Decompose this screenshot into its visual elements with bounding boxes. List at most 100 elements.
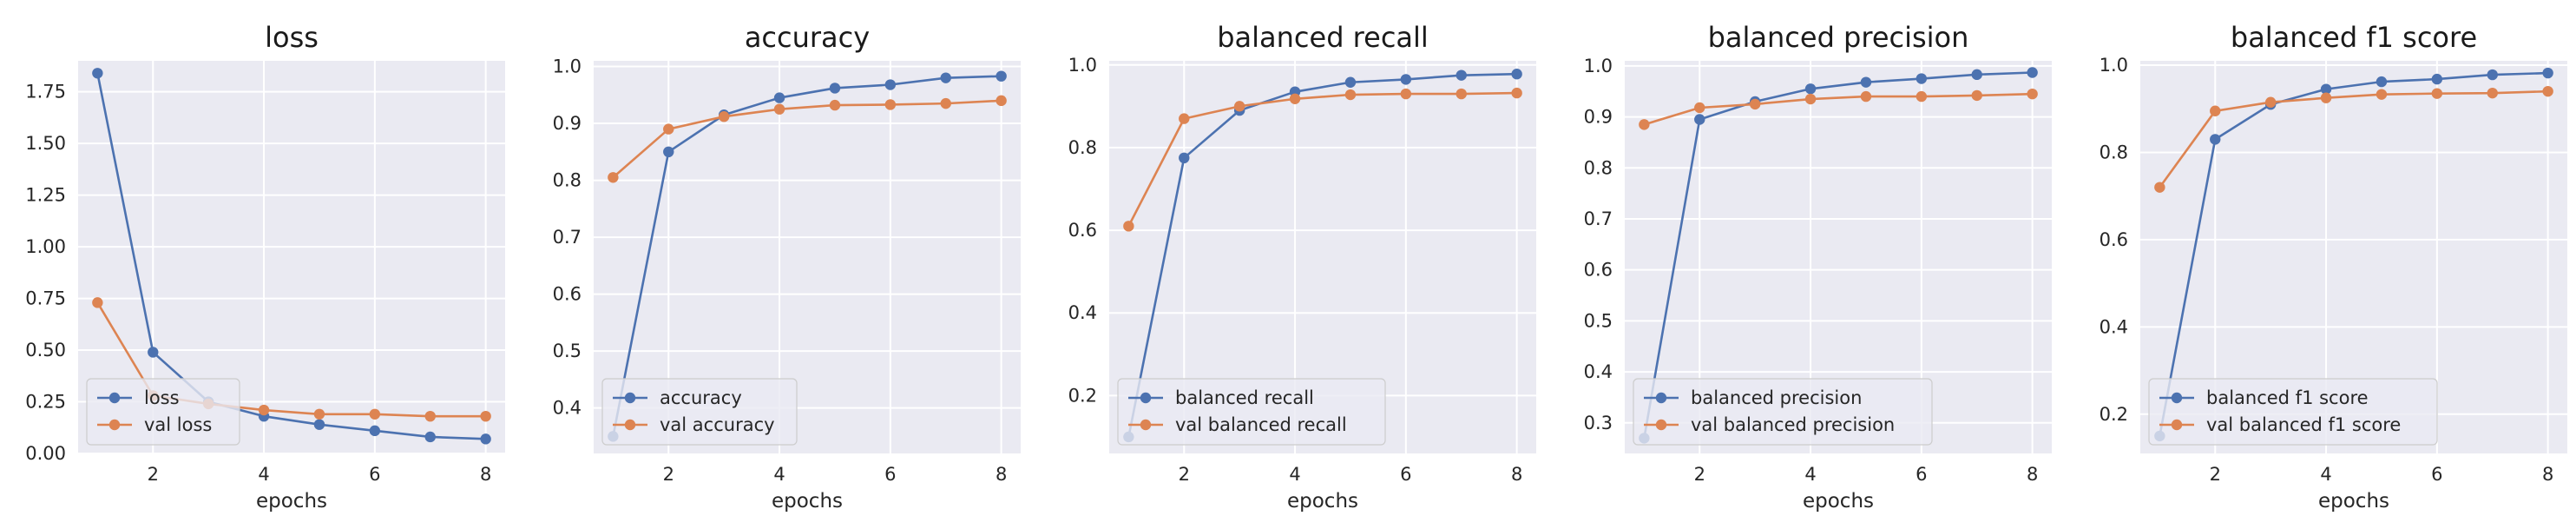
legend-label: val balanced precision <box>1691 414 1895 435</box>
data-point <box>829 83 841 94</box>
y-tick-label: 0.2 <box>1068 385 1097 406</box>
x-tick-label: 8 <box>996 464 1007 485</box>
chart-svg: 0.2 0.4 0.6 0.8 1.0 2 4 6 8 balanced recall epochs… <box>1068 21 1536 513</box>
legend-marker <box>624 419 636 431</box>
data-point <box>1456 88 1467 100</box>
legend-label: val loss <box>144 414 212 435</box>
data-point <box>1400 74 1412 85</box>
legend-label: val balanced recall <box>1175 414 1347 435</box>
data-point <box>2542 67 2553 79</box>
data-point <box>663 146 674 158</box>
data-point <box>2542 85 2553 97</box>
data-point <box>2210 105 2221 116</box>
y-tick-label: 1.00 <box>25 236 66 257</box>
y-tick-label: 0.4 <box>2100 316 2128 337</box>
data-point <box>369 408 381 420</box>
legend-box <box>1117 378 1386 446</box>
x-tick-label: 4 <box>1289 464 1300 485</box>
data-point <box>148 347 159 358</box>
data-point <box>608 172 619 183</box>
y-tick-label: 1.25 <box>25 185 66 206</box>
series-line <box>1643 71 2033 439</box>
x-tick-label: 4 <box>258 464 269 485</box>
x-axis-label: epochs <box>1287 490 1358 513</box>
data-point <box>369 425 381 437</box>
series-val-balanced-recall <box>1123 87 1522 232</box>
x-tick-label: 6 <box>2431 464 2442 485</box>
data-point <box>884 99 897 110</box>
data-point <box>480 433 491 445</box>
y-tick-label: 0.00 <box>25 443 66 464</box>
data-point <box>1860 90 1872 103</box>
x-tick-label: 6 <box>1400 464 1411 485</box>
data-point <box>1804 83 1817 95</box>
data-point <box>1860 76 1872 88</box>
legend-marker <box>1655 392 1667 404</box>
data-point <box>1344 76 1357 88</box>
data-point <box>2376 76 2388 88</box>
y-tick-label: 0.5 <box>1584 310 1613 331</box>
legend-box <box>86 378 240 446</box>
legend-label: balanced precision <box>1691 387 1862 408</box>
data-point <box>424 410 436 422</box>
y-tick-label: 1.0 <box>1068 55 1097 76</box>
x-tick-label: 2 <box>148 464 159 485</box>
x-tick-label: 8 <box>480 464 491 485</box>
legend: loss val loss <box>86 378 240 446</box>
data-point <box>1804 93 1817 105</box>
series-val-balanced-precision <box>1639 88 2038 130</box>
data-point <box>1694 102 1705 114</box>
data-point <box>1971 69 1982 81</box>
x-tick-label: 6 <box>884 464 896 485</box>
data-point <box>1456 69 1467 81</box>
x-tick-label: 4 <box>1804 464 1816 485</box>
legend-label: val balanced f1 score <box>2206 414 2401 435</box>
x-tick-label: 8 <box>2542 464 2553 485</box>
data-point <box>1916 73 1928 84</box>
data-point <box>2487 87 2498 99</box>
data-point <box>1344 89 1357 101</box>
x-tick-label: 2 <box>2210 464 2221 485</box>
series-line <box>2159 89 2548 189</box>
x-tick-label: 6 <box>1916 464 1927 485</box>
y-tick-label: 0.3 <box>1584 413 1613 433</box>
y-tick-label: 1.75 <box>25 82 66 103</box>
data-point <box>92 68 103 79</box>
legend-box <box>2148 378 2438 446</box>
y-tick-label: 1.50 <box>25 133 66 154</box>
y-tick-label: 0.8 <box>1068 137 1097 158</box>
data-point <box>2320 83 2332 95</box>
data-point <box>2320 92 2332 103</box>
legend-label: accuracy <box>660 387 742 408</box>
series-line <box>96 73 486 440</box>
x-tick-label: 2 <box>663 464 674 485</box>
chart-title: balanced recall <box>1217 21 1429 54</box>
y-tick-label: 0.4 <box>1068 302 1097 323</box>
x-tick-label: 2 <box>1694 464 1705 485</box>
data-point <box>1233 101 1245 112</box>
data-point <box>718 110 730 122</box>
x-axis-label: epochs <box>2318 490 2389 513</box>
x-tick-label: 8 <box>2027 464 2038 485</box>
y-tick-label: 0.8 <box>553 170 582 191</box>
chart-panel-balanced-precision: 0.3 0.4 0.5 0.6 0.7 0.8 0.9 1.0 2 4 6 8 balanced pre… <box>1547 0 2059 516</box>
chart-title: balanced f1 score <box>2231 21 2477 54</box>
y-tick-label: 0.9 <box>553 113 582 134</box>
series-val-accuracy <box>608 95 1007 183</box>
legend-marker <box>1140 392 1152 404</box>
y-tick-label: 0.2 <box>2100 404 2128 425</box>
series-line <box>612 75 1002 437</box>
chart-panel-loss: 0.00 0.25 0.50 0.75 1.00 1.25 1.50 1.75 2 4 6 8 loss… <box>0 0 512 516</box>
legend-box <box>1633 378 1933 446</box>
y-tick-label: 1.0 <box>1584 56 1613 76</box>
legend-label: val accuracy <box>660 414 775 435</box>
chart-title: accuracy <box>745 21 870 54</box>
y-tick-label: 0.75 <box>25 288 66 309</box>
legend: balanced precision val balanced precision <box>1633 378 1933 446</box>
legend-marker <box>108 419 121 431</box>
y-tick-label: 0.6 <box>2100 229 2128 250</box>
data-point <box>940 97 951 109</box>
legend-marker <box>624 392 636 404</box>
data-point <box>480 410 491 422</box>
